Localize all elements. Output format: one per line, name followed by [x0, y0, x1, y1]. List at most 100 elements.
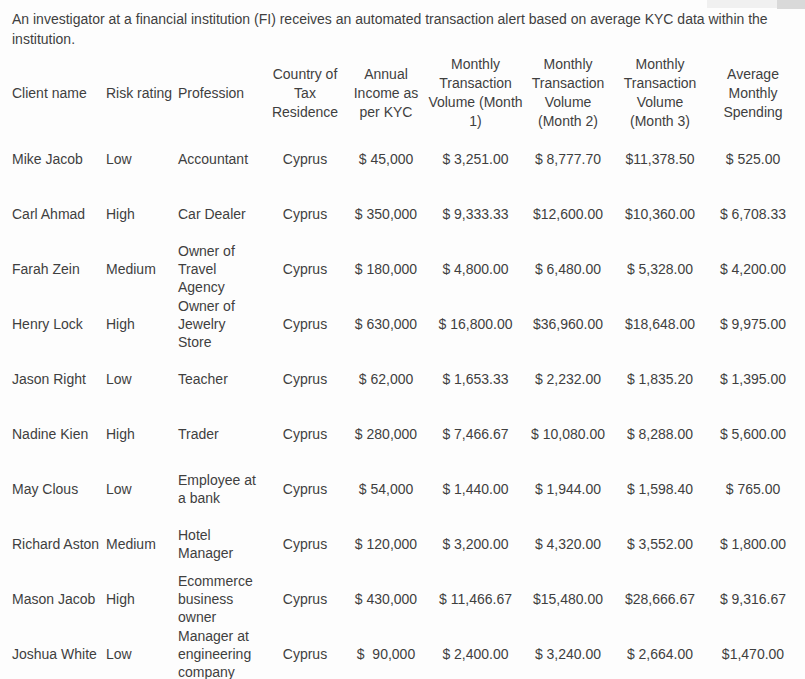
month1-volume-cell: $ 2,400.00	[428, 626, 523, 679]
month2-volume-cell: $ 6,480.00	[523, 241, 613, 296]
annual-income-cell: $ 180,000	[344, 241, 428, 296]
month3-volume-cell: $11,378.50	[613, 131, 707, 186]
risk-rating-cell: Medium	[106, 241, 178, 296]
risk-rating-cell: Medium	[106, 516, 178, 571]
average-spending-cell: $ 6,708.33	[707, 186, 799, 241]
month1-volume-cell: $ 7,466.67	[428, 406, 523, 461]
annual-income-cell: $ 62,000	[344, 351, 428, 406]
month3-volume-cell: $ 1,835.20	[613, 351, 707, 406]
col-header-monthly-volume-month-1: Monthly Transaction Volume (Month 1)	[428, 55, 523, 131]
col-header-average-monthly-spending: Average Monthly Spending	[707, 55, 799, 131]
average-spending-cell: $ 1,800.00	[707, 516, 799, 571]
client-name-cell: Mike Jacob	[12, 131, 106, 186]
col-header-monthly-volume-month-2: Monthly Transaction Volume (Month 2)	[523, 55, 613, 131]
profession-cell: Trader	[178, 406, 266, 461]
client-name-cell: Mason Jacob	[12, 571, 106, 626]
profession-cell: Accountant	[178, 131, 266, 186]
month2-volume-cell: $15,480.00	[523, 571, 613, 626]
average-spending-cell: $1,470.00	[707, 626, 799, 679]
month2-volume-cell: $ 3,240.00	[523, 626, 613, 679]
risk-rating-cell: High	[106, 186, 178, 241]
profession-cell: Owner of Travel Agency	[178, 241, 266, 296]
table-row: Farah Zein Medium Owner of Travel Agency…	[12, 241, 799, 296]
risk-rating-cell: High	[106, 296, 178, 351]
country-cell: Cyprus	[266, 516, 344, 571]
col-header-risk-rating: Risk rating	[106, 55, 178, 131]
risk-rating-cell: Low	[106, 626, 178, 679]
country-cell: Cyprus	[266, 461, 344, 516]
month1-volume-cell: $ 3,200.00	[428, 516, 523, 571]
table-row: Nadine Kien High Trader Cyprus $ 280,000…	[12, 406, 799, 461]
annual-income-cell: $ 54,000	[344, 461, 428, 516]
country-cell: Cyprus	[266, 351, 344, 406]
country-cell: Cyprus	[266, 131, 344, 186]
profession-cell: Car Dealer	[178, 186, 266, 241]
month1-volume-cell: $ 1,653.33	[428, 351, 523, 406]
table-row: Carl Ahmad High Car Dealer Cyprus $ 350,…	[12, 186, 799, 241]
country-cell: Cyprus	[266, 241, 344, 296]
annual-income-cell: $ 280,000	[344, 406, 428, 461]
profession-cell: Ecommerce business owner	[178, 571, 266, 626]
risk-rating-cell: Low	[106, 351, 178, 406]
risk-rating-cell: Low	[106, 131, 178, 186]
country-cell: Cyprus	[266, 571, 344, 626]
month1-volume-cell: $ 3,251.00	[428, 131, 523, 186]
table-row: May Clous Low Employee at a bank Cyprus …	[12, 461, 799, 516]
month2-volume-cell: $ 10,080.00	[523, 406, 613, 461]
profession-cell: Manager at engineering company	[178, 626, 266, 679]
client-name-cell: May Clous	[12, 461, 106, 516]
month2-volume-cell: $12,600.00	[523, 186, 613, 241]
risk-rating-cell: High	[106, 406, 178, 461]
month3-volume-cell: $28,666.67	[613, 571, 707, 626]
kyc-data-table: Client name Risk rating Profession Count…	[12, 55, 799, 679]
country-cell: Cyprus	[266, 186, 344, 241]
month3-volume-cell: $18,648.00	[613, 296, 707, 351]
client-name-cell: Joshua White	[12, 626, 106, 679]
month2-volume-cell: $ 2,232.00	[523, 351, 613, 406]
month3-volume-cell: $ 2,664.00	[613, 626, 707, 679]
intro-text: An investigator at a financial instituti…	[12, 9, 798, 49]
col-header-country-of-tax-residence: Country of Tax Residence	[266, 55, 344, 131]
col-header-monthly-volume-month-3: Monthly Transaction Volume (Month 3)	[613, 55, 707, 131]
client-name-cell: Carl Ahmad	[12, 186, 106, 241]
month3-volume-cell: $ 8,288.00	[613, 406, 707, 461]
annual-income-cell: $ 630,000	[344, 296, 428, 351]
month1-volume-cell: $ 4,800.00	[428, 241, 523, 296]
screen-edge-artifact-dark	[777, 0, 805, 9]
average-spending-cell: $ 9,975.00	[707, 296, 799, 351]
country-cell: Cyprus	[266, 296, 344, 351]
average-spending-cell: $ 525.00	[707, 131, 799, 186]
month2-volume-cell: $ 4,320.00	[523, 516, 613, 571]
client-name-cell: Henry Lock	[12, 296, 106, 351]
document-page: An investigator at a financial instituti…	[0, 0, 805, 679]
annual-income-cell: $ 45,000	[344, 131, 428, 186]
month1-volume-cell: $ 16,800.00	[428, 296, 523, 351]
month2-volume-cell: $36,960.00	[523, 296, 613, 351]
screen-edge-artifact-light	[707, 0, 777, 8]
average-spending-cell: $ 4,200.00	[707, 241, 799, 296]
month2-volume-cell: $ 1,944.00	[523, 461, 613, 516]
month1-volume-cell: $ 9,333.33	[428, 186, 523, 241]
table-row: Mike Jacob Low Accountant Cyprus $ 45,00…	[12, 131, 799, 186]
month2-volume-cell: $ 8,777.70	[523, 131, 613, 186]
month1-volume-cell: $ 11,466.67	[428, 571, 523, 626]
col-header-profession: Profession	[178, 55, 266, 131]
col-header-annual-income: Annual Income as per KYC	[344, 55, 428, 131]
average-spending-cell: $ 765.00	[707, 461, 799, 516]
month3-volume-cell: $ 3,552.00	[613, 516, 707, 571]
client-name-cell: Richard Aston	[12, 516, 106, 571]
annual-income-cell: $ 90,000	[344, 626, 428, 679]
month3-volume-cell: $ 1,598.40	[613, 461, 707, 516]
client-name-cell: Nadine Kien	[12, 406, 106, 461]
profession-cell: Teacher	[178, 351, 266, 406]
month3-volume-cell: $ 5,328.00	[613, 241, 707, 296]
table-header-row: Client name Risk rating Profession Count…	[12, 55, 799, 131]
table-row: Henry Lock High Owner of Jewelry Store C…	[12, 296, 799, 351]
annual-income-cell: $ 430,000	[344, 571, 428, 626]
profession-cell: Employee at a bank	[178, 461, 266, 516]
col-header-client-name: Client name	[12, 55, 106, 131]
average-spending-cell: $ 5,600.00	[707, 406, 799, 461]
table-row: Richard Aston Medium Hotel Manager Cypru…	[12, 516, 799, 571]
risk-rating-cell: Low	[106, 461, 178, 516]
annual-income-cell: $ 350,000	[344, 186, 428, 241]
